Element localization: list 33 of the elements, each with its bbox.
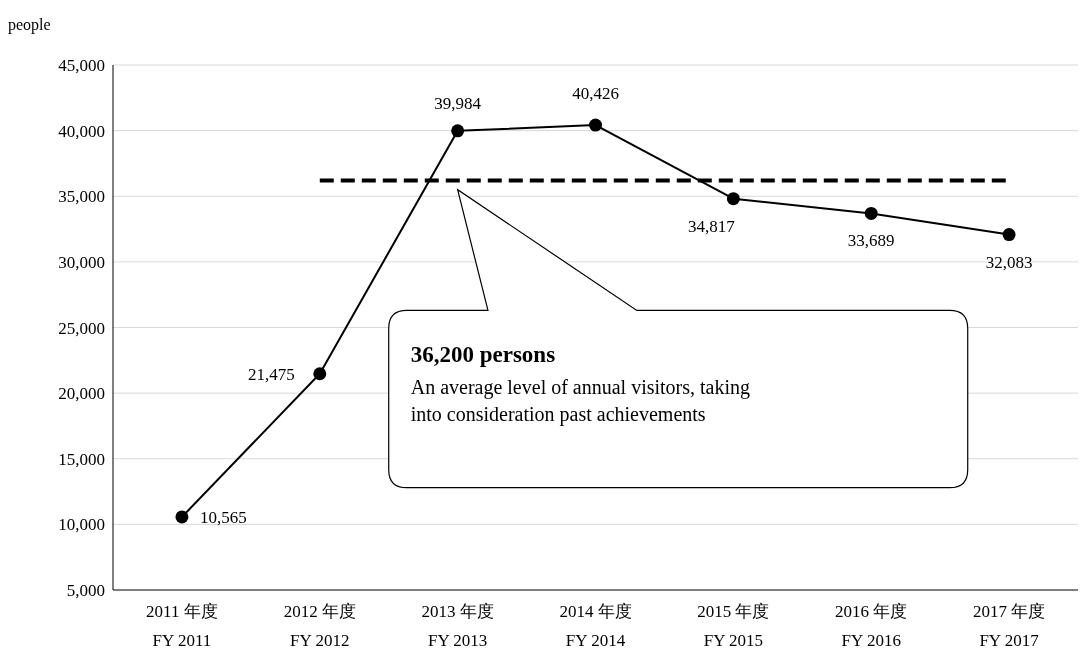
x-tick-label: 2014 年度 FY 2014 bbox=[559, 602, 632, 650]
y-tick-label: 20,000 bbox=[58, 384, 105, 404]
data-label: 32,083 bbox=[985, 252, 1033, 272]
x-tick-label: 2011 年度 FY 2011 bbox=[146, 602, 218, 650]
y-tick-label: 15,000 bbox=[58, 449, 105, 469]
y-axis-title: people bbox=[8, 16, 51, 34]
data-label: 33,689 bbox=[847, 231, 895, 251]
x-tick-label: 2017 年度 FY 2017 bbox=[972, 602, 1046, 650]
x-tick-label: 2012 年度 FY 2012 bbox=[283, 602, 356, 650]
data-label: 34,817 bbox=[687, 216, 736, 236]
annotation: 36,200 persons bbox=[410, 342, 556, 368]
data-label: 21,475 bbox=[248, 364, 295, 384]
data-label: 39,984 bbox=[434, 93, 482, 113]
data-label: 40,426 bbox=[572, 84, 619, 104]
y-tick-label: 40,000 bbox=[58, 121, 105, 141]
data-label: 10,565 bbox=[199, 507, 247, 527]
x-tick-label: 2016 年度 FY 2016 bbox=[835, 602, 908, 650]
y-tick-label: 45,000 bbox=[58, 56, 105, 75]
point bbox=[175, 510, 189, 524]
y-tick-label: 35,000 bbox=[58, 187, 105, 207]
y-tick-label: 30,000 bbox=[58, 252, 105, 272]
y-tick-label: 10,000 bbox=[58, 515, 105, 535]
point bbox=[726, 192, 740, 206]
y-tick-label: 25,000 bbox=[58, 318, 105, 338]
point bbox=[313, 367, 327, 381]
point bbox=[451, 124, 465, 138]
y-tick-label: 5,000 bbox=[66, 581, 105, 600]
point bbox=[1002, 228, 1016, 242]
annotation: An average level of annual visitors, taking into consideration past achievements bbox=[410, 376, 751, 427]
point bbox=[864, 206, 878, 220]
point bbox=[589, 118, 602, 132]
x-tick-label: 2015 年度 FY 2015 bbox=[697, 602, 770, 650]
x-tick-label: 2013 年度 FY 2013 bbox=[421, 602, 494, 650]
